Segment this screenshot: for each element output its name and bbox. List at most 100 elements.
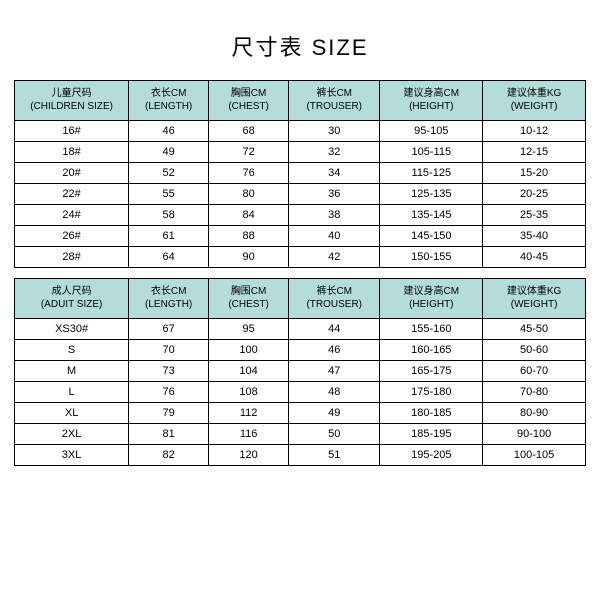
header-label-en: (WEIGHT) — [483, 299, 585, 312]
header-label-cn: 儿童尺码 — [15, 88, 128, 101]
table-cell: 80-90 — [483, 403, 586, 424]
table-cell: 32 — [289, 142, 380, 163]
table-row: 16#46683095-10510-12 — [15, 121, 586, 142]
page-title: 尺寸表 SIZE — [14, 30, 586, 62]
children-header-cell: 建议身高CM(HEIGHT) — [380, 81, 483, 121]
table-cell: 52 — [129, 163, 209, 184]
table-cell: 165-175 — [380, 361, 483, 382]
adult-header-cell: 成人尺码(ADUIT SIZE) — [15, 279, 129, 319]
table-cell: 20-25 — [483, 184, 586, 205]
table-cell: 160-165 — [380, 340, 483, 361]
adult-header-cell: 建议身高CM(HEIGHT) — [380, 279, 483, 319]
table-cell: XS30# — [15, 319, 129, 340]
children-header-cell: 裤长CM(TROUSER) — [289, 81, 380, 121]
header-label-en: (HEIGHT) — [380, 299, 482, 312]
table-cell: 30 — [289, 121, 380, 142]
table-cell: 76 — [129, 382, 209, 403]
table-cell: 35-40 — [483, 226, 586, 247]
table-cell: 49 — [129, 142, 209, 163]
table-cell: 58 — [129, 205, 209, 226]
header-label-cn: 建议体重KG — [483, 88, 585, 101]
table-cell: 195-205 — [380, 445, 483, 466]
table-cell: M — [15, 361, 129, 382]
table-cell: 120 — [209, 445, 289, 466]
adult-body: XS30#679544155-16045-50S7010046160-16550… — [15, 319, 586, 466]
children-header-cell: 建议体重KG(WEIGHT) — [483, 81, 586, 121]
table-cell: 48 — [289, 382, 380, 403]
table-row: 22#558036125-13520-25 — [15, 184, 586, 205]
table-cell: 10-12 — [483, 121, 586, 142]
table-cell: 125-135 — [380, 184, 483, 205]
table-cell: 112 — [209, 403, 289, 424]
table-cell: 135-145 — [380, 205, 483, 226]
table-row: 20#527634115-12515-20 — [15, 163, 586, 184]
table-cell: 49 — [289, 403, 380, 424]
header-label-en: (CHEST) — [209, 101, 288, 114]
table-row: XL7911249180-18580-90 — [15, 403, 586, 424]
table-cell: 40-45 — [483, 247, 586, 268]
header-label-en: (LENGTH) — [129, 101, 208, 114]
adult-header-cell: 胸围CM(CHEST) — [209, 279, 289, 319]
table-cell: 28# — [15, 247, 129, 268]
table-cell: 81 — [129, 424, 209, 445]
table-cell: 155-160 — [380, 319, 483, 340]
table-cell: 95-105 — [380, 121, 483, 142]
header-label-en: (TROUSER) — [289, 299, 379, 312]
table-cell: 150-155 — [380, 247, 483, 268]
table-cell: 44 — [289, 319, 380, 340]
table-cell: 16# — [15, 121, 129, 142]
table-cell: 73 — [129, 361, 209, 382]
table-cell: 70 — [129, 340, 209, 361]
children-size-table: 儿童尺码(CHILDREN SIZE)衣长CM(LENGTH)胸围CM(CHES… — [14, 80, 586, 268]
table-cell: 40 — [289, 226, 380, 247]
table-cell: 38 — [289, 205, 380, 226]
table-cell: 116 — [209, 424, 289, 445]
table-cell: 55 — [129, 184, 209, 205]
table-cell: 42 — [289, 247, 380, 268]
header-label-cn: 裤长CM — [289, 286, 379, 299]
table-cell: 12-15 — [483, 142, 586, 163]
table-cell: 18# — [15, 142, 129, 163]
adult-size-table: 成人尺码(ADUIT SIZE)衣长CM(LENGTH)胸围CM(CHEST)裤… — [14, 278, 586, 466]
header-label-en: (CHEST) — [209, 299, 288, 312]
header-label-en: (TROUSER) — [289, 101, 379, 114]
table-cell: 80 — [209, 184, 289, 205]
children-body: 16#46683095-10510-1218#497232105-11512-1… — [15, 121, 586, 268]
table-cell: 22# — [15, 184, 129, 205]
size-chart-container: 尺寸表 SIZE 儿童尺码(CHILDREN SIZE)衣长CM(LENGTH)… — [0, 0, 600, 466]
header-label-en: (CHILDREN SIZE) — [15, 101, 128, 114]
table-row: XS30#679544155-16045-50 — [15, 319, 586, 340]
table-cell: 20# — [15, 163, 129, 184]
header-label-cn: 衣长CM — [129, 286, 208, 299]
table-row: 3XL8212051195-205100-105 — [15, 445, 586, 466]
table-cell: 47 — [289, 361, 380, 382]
header-label-cn: 裤长CM — [289, 88, 379, 101]
table-cell: 90-100 — [483, 424, 586, 445]
table-cell: 3XL — [15, 445, 129, 466]
adult-header-row: 成人尺码(ADUIT SIZE)衣长CM(LENGTH)胸围CM(CHEST)裤… — [15, 279, 586, 319]
header-label-cn: 胸围CM — [209, 286, 288, 299]
adult-header-cell: 裤长CM(TROUSER) — [289, 279, 380, 319]
table-row: L7610848175-18070-80 — [15, 382, 586, 403]
table-cell: 46 — [129, 121, 209, 142]
children-header-cell: 衣长CM(LENGTH) — [129, 81, 209, 121]
table-cell: 60-70 — [483, 361, 586, 382]
header-label-en: (LENGTH) — [129, 299, 208, 312]
table-cell: 108 — [209, 382, 289, 403]
header-label-cn: 建议身高CM — [380, 286, 482, 299]
table-cell: 180-185 — [380, 403, 483, 424]
table-row: S7010046160-16550-60 — [15, 340, 586, 361]
table-cell: 79 — [129, 403, 209, 424]
table-cell: 45-50 — [483, 319, 586, 340]
table-cell: 104 — [209, 361, 289, 382]
table-cell: 88 — [209, 226, 289, 247]
table-cell: 25-35 — [483, 205, 586, 226]
table-cell: 70-80 — [483, 382, 586, 403]
table-row: 24#588438135-14525-35 — [15, 205, 586, 226]
table-cell: 50 — [289, 424, 380, 445]
table-cell: 175-180 — [380, 382, 483, 403]
table-cell: 68 — [209, 121, 289, 142]
table-cell: 105-115 — [380, 142, 483, 163]
table-cell: 50-60 — [483, 340, 586, 361]
table-cell: 51 — [289, 445, 380, 466]
